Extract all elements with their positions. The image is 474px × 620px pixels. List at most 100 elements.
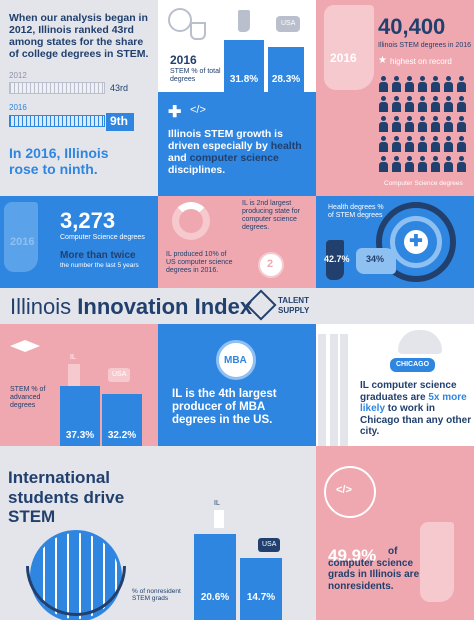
cs-rank-text: IL is 2nd largest producing state for co…	[242, 200, 300, 232]
growth-text: Illinois STEM growth is driven especiall…	[168, 128, 310, 176]
person-icon	[456, 116, 467, 132]
intro-text: When our analysis began in 2012, Illinoi…	[9, 12, 149, 61]
health-cross-icon-2: ✚	[404, 230, 428, 254]
rank-medal-icon	[258, 252, 284, 278]
cs-count-note: the number the last 5 years	[60, 262, 139, 269]
nonresident-text: of computer science grads in Illinois ar…	[328, 546, 420, 592]
advanced-label: STEM % of advanced degrees	[10, 386, 46, 410]
mba-badge	[216, 340, 256, 380]
person-icon	[456, 96, 467, 112]
stem-share-panel: USA 2016 STEM % of total degrees 31.8% 2…	[158, 0, 316, 92]
usa-tag: USA	[276, 16, 301, 33]
pie-chart-icon	[172, 202, 210, 240]
person-icon	[404, 96, 415, 112]
rank-2016-badge	[106, 113, 134, 131]
person-icon	[404, 116, 415, 132]
mba-badge-label: MBA	[224, 355, 247, 366]
growth-text-end: disciplines.	[168, 164, 226, 177]
title-banner: Illinois Innovation Index TALENT SUPPLY	[0, 288, 474, 324]
people-icon-grid	[378, 76, 472, 176]
mba-text: IL is the 4th largest producer of MBA de…	[172, 388, 277, 427]
globe-stand-icon	[26, 566, 126, 616]
person-icon	[430, 156, 441, 172]
skyline-icon	[318, 334, 348, 446]
person-icon	[456, 136, 467, 152]
brand-line1: TALENT	[278, 296, 309, 305]
person-icon	[378, 76, 389, 92]
person-icon	[430, 116, 441, 132]
stem-degrees-subtitle: Illinois STEM degrees in 2016	[378, 42, 471, 49]
target-inner-ring	[390, 216, 442, 268]
person-icon	[443, 136, 454, 152]
international-il-tag: IL	[214, 500, 220, 507]
international-il-value: 20.6%	[200, 592, 230, 603]
advanced-usa-tag: USA	[108, 368, 131, 383]
advanced-il-bar	[60, 386, 100, 446]
intro-year-2016: 2016	[9, 103, 27, 112]
illinois-shape-icon	[326, 240, 344, 280]
advanced-il-value: 37.3%	[65, 430, 95, 441]
cs-degrees-label: Computer Science degrees	[384, 180, 463, 187]
international-usa-bar	[240, 558, 282, 620]
mba-panel: MBA IL is the 4th largest producer of MB…	[158, 324, 316, 446]
advanced-panel: IL USA STEM % of advanced degrees 37.3% …	[0, 324, 158, 446]
person-icon	[417, 156, 428, 172]
stem-share-label: STEM % of total degrees	[170, 68, 221, 84]
graduation-cap-icon-2	[10, 340, 40, 352]
stem-degrees-panel: 2016 40,400 Illinois STEM degrees in 201…	[316, 0, 474, 196]
person-icon	[391, 116, 402, 132]
cs-count-number: 3,273	[60, 208, 116, 233]
illinois-silhouette-icon	[324, 5, 374, 90]
brand-line2: SUPPLY	[278, 306, 310, 315]
intro-panel: When our analysis began in 2012, Illinoi…	[0, 0, 158, 196]
banner-title-bold: Innovation Index	[77, 294, 253, 319]
person-icon	[417, 116, 428, 132]
stem-share-usa-value: 28.3%	[271, 74, 301, 85]
chicago-text: IL computer science graduates are 5x mor…	[360, 380, 472, 438]
advanced-usa-value: 32.2%	[107, 430, 137, 441]
person-icon	[378, 156, 389, 172]
atom-icon	[168, 8, 192, 32]
growth-text-start: Illinois STEM growth is driven especiall…	[168, 128, 283, 153]
intro-headline: In 2016, Illinois rose to ninth.	[9, 145, 109, 178]
stem-degrees-year: 2016	[330, 51, 357, 65]
chicago-tag: CHICAGO	[390, 358, 436, 373]
international-usa-value: 14.7%	[246, 592, 276, 603]
chicago-text-start: IL computer science graduates are	[360, 380, 457, 403]
code-icon: </>	[190, 104, 206, 116]
growth-highlight-cs: computer science	[189, 152, 279, 165]
person-icon	[391, 76, 402, 92]
stem-share-il-value: 31.8%	[229, 74, 259, 85]
target-rings-icon	[376, 202, 456, 282]
cs-share-text: IL produced 10% of US computer science d…	[166, 251, 233, 275]
person-icon	[378, 116, 389, 132]
chicago-highlight: 5x more likely	[360, 391, 467, 415]
stem-share-il-bar	[224, 40, 264, 92]
person-icon	[443, 116, 454, 132]
illinois-map-icon-5	[420, 522, 454, 602]
banner-title-light: Illinois	[10, 294, 72, 319]
person-icon	[391, 156, 402, 172]
international-panel: International students drive STEM % of n…	[0, 446, 316, 620]
person-icon	[443, 156, 454, 172]
banner-title: Illinois Innovation Index	[10, 294, 252, 319]
rank-2016-label: 9th	[110, 114, 128, 128]
bean-icon	[398, 330, 442, 354]
person-icon	[443, 96, 454, 112]
person-icon	[443, 76, 454, 92]
illinois-map-icon	[238, 10, 250, 32]
stem-share-year: 2016	[170, 53, 197, 67]
intro-year-2012: 2012	[9, 71, 27, 80]
illinois-map-icon-2	[4, 202, 38, 272]
person-icon	[456, 76, 467, 92]
cs-count-note-bold: More than twice	[60, 250, 136, 261]
person-icon	[430, 96, 441, 112]
growth-highlight-health: health	[270, 140, 302, 153]
chicago-panel: CHICAGO IL computer science graduates ar…	[316, 324, 474, 446]
code-icon-2: </>	[336, 484, 352, 496]
international-il-bar	[194, 534, 236, 620]
person-icon	[378, 96, 389, 112]
health-cross-icon: ✚	[168, 104, 182, 121]
person-icon	[430, 76, 441, 92]
